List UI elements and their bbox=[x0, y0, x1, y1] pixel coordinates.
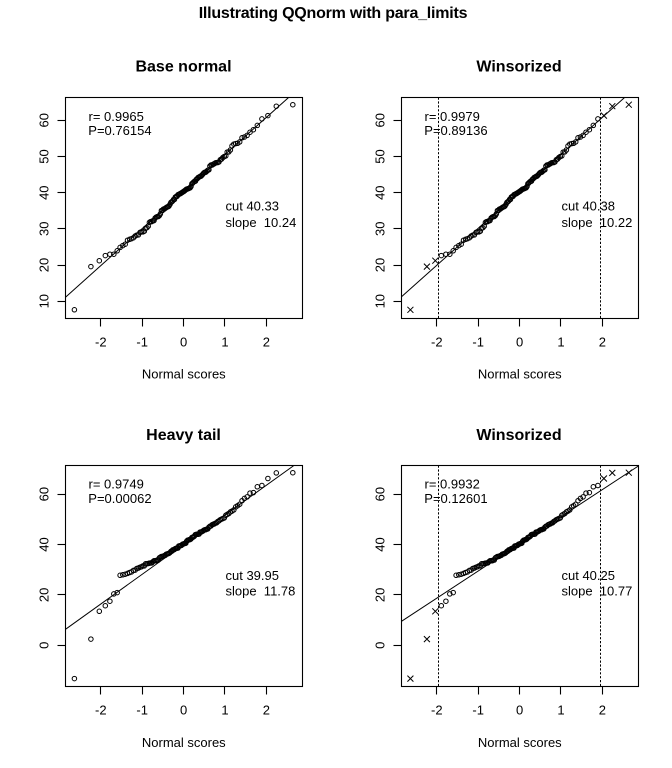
svg-text:60: 60 bbox=[373, 113, 388, 127]
svg-text:2: 2 bbox=[599, 334, 606, 349]
svg-text:20: 20 bbox=[373, 258, 388, 272]
svg-text:0: 0 bbox=[516, 702, 523, 717]
svg-text:r= 0.9932: r= 0.9932 bbox=[425, 477, 480, 492]
svg-text:slope 10.24: slope 10.24 bbox=[226, 215, 297, 230]
svg-text:Normal scores: Normal scores bbox=[142, 367, 226, 382]
svg-text:-2: -2 bbox=[95, 702, 107, 717]
svg-text:Normal scores: Normal scores bbox=[142, 735, 226, 750]
svg-text:Base normal: Base normal bbox=[135, 59, 231, 76]
svg-text:-1: -1 bbox=[136, 702, 148, 717]
svg-text:1: 1 bbox=[557, 702, 564, 717]
svg-text:-1: -1 bbox=[472, 702, 484, 717]
svg-text:60: 60 bbox=[37, 113, 52, 127]
svg-text:1: 1 bbox=[557, 334, 564, 349]
svg-text:40: 40 bbox=[373, 185, 388, 199]
svg-text:2: 2 bbox=[263, 334, 270, 349]
svg-text:60: 60 bbox=[373, 487, 388, 501]
svg-text:20: 20 bbox=[373, 588, 388, 602]
svg-text:40: 40 bbox=[37, 537, 52, 551]
svg-text:r= 0.9965: r= 0.9965 bbox=[89, 109, 144, 124]
svg-text:cut 40.25: cut 40.25 bbox=[562, 568, 616, 583]
svg-text:cut 40.33: cut 40.33 bbox=[226, 199, 280, 214]
svg-text:-2: -2 bbox=[431, 334, 443, 349]
svg-text:30: 30 bbox=[37, 222, 52, 236]
svg-text:Winsorized: Winsorized bbox=[476, 427, 561, 444]
svg-text:0: 0 bbox=[516, 334, 523, 349]
svg-text:0: 0 bbox=[373, 642, 388, 649]
svg-text:0: 0 bbox=[37, 642, 52, 649]
svg-text:20: 20 bbox=[37, 588, 52, 602]
svg-text:-1: -1 bbox=[136, 334, 148, 349]
svg-text:50: 50 bbox=[37, 149, 52, 163]
svg-text:slope 10.22: slope 10.22 bbox=[562, 215, 633, 230]
svg-text:P=0.12601: P=0.12601 bbox=[424, 491, 487, 506]
svg-text:cut 40.38: cut 40.38 bbox=[562, 199, 616, 214]
svg-text:30: 30 bbox=[373, 222, 388, 236]
svg-text:1: 1 bbox=[221, 702, 228, 717]
svg-text:P=0.00062: P=0.00062 bbox=[88, 491, 151, 506]
svg-text:cut 39.95: cut 39.95 bbox=[226, 568, 280, 583]
svg-text:40: 40 bbox=[37, 185, 52, 199]
svg-text:slope 11.78: slope 11.78 bbox=[226, 584, 296, 599]
svg-text:Heavy tail: Heavy tail bbox=[146, 427, 221, 444]
svg-text:10: 10 bbox=[373, 294, 388, 308]
svg-text:Normal scores: Normal scores bbox=[478, 735, 562, 750]
svg-text:-2: -2 bbox=[431, 702, 443, 717]
svg-text:r= 0.9749: r= 0.9749 bbox=[89, 477, 144, 492]
svg-text:Illustrating QQnorm with para_: Illustrating QQnorm with para_limits bbox=[199, 5, 468, 22]
svg-text:2: 2 bbox=[599, 702, 606, 717]
svg-text:1: 1 bbox=[221, 334, 228, 349]
svg-text:20: 20 bbox=[37, 258, 52, 272]
svg-text:10: 10 bbox=[37, 294, 52, 308]
svg-text:0: 0 bbox=[180, 702, 187, 717]
svg-text:r= 0.9979: r= 0.9979 bbox=[425, 109, 480, 124]
svg-text:40: 40 bbox=[373, 537, 388, 551]
svg-text:Normal scores: Normal scores bbox=[478, 367, 562, 382]
svg-text:60: 60 bbox=[37, 487, 52, 501]
svg-text:Winsorized: Winsorized bbox=[476, 59, 561, 76]
svg-text:2: 2 bbox=[263, 702, 270, 717]
svg-text:-1: -1 bbox=[472, 334, 484, 349]
svg-text:0: 0 bbox=[180, 334, 187, 349]
svg-text:50: 50 bbox=[373, 149, 388, 163]
svg-text:P=0.89136: P=0.89136 bbox=[424, 123, 487, 138]
svg-text:-2: -2 bbox=[95, 334, 107, 349]
svg-text:slope 10.77: slope 10.77 bbox=[562, 584, 633, 599]
svg-text:P=0.76154: P=0.76154 bbox=[88, 123, 151, 138]
